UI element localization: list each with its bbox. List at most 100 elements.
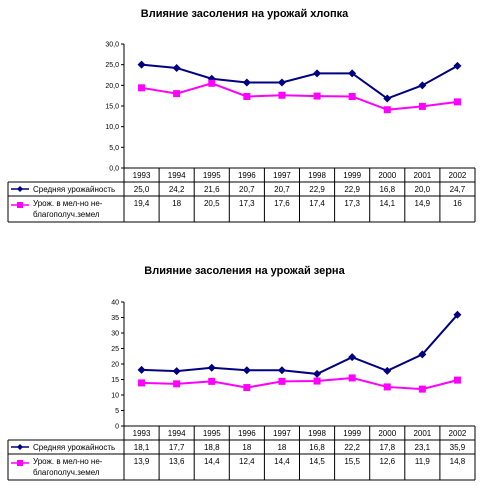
data-label: 20,0: [415, 185, 431, 194]
data-label: 17,7: [169, 443, 185, 452]
data-label: 13,6: [169, 457, 185, 466]
data-point: [173, 380, 181, 388]
data-point: [243, 384, 251, 392]
data-point: [242, 78, 251, 87]
chart-grain-svg: 0 5 10 15 20 25 30 35 40 1993 1994 1995 1996 1997 1998…: [7, 300, 476, 481]
chart-cotton: Влияние засоления на урожай хлопка 0,0 5,…: [0, 0, 489, 235]
y-tick-label: 10,0: [105, 124, 119, 131]
category-label: 1999: [343, 171, 361, 180]
legend-label: Средняя урожайность: [33, 443, 115, 452]
category-label: 2002: [449, 171, 467, 180]
data-point: [453, 98, 461, 106]
data-point: [313, 69, 322, 78]
category-label: 1997: [273, 429, 291, 438]
data-label: 14,1: [379, 199, 395, 208]
category-label: 1993: [133, 429, 151, 438]
data-point: [418, 385, 426, 393]
chart-cotton-svg: 0,0 5,0 10,0 15,0 20,0 25,0 30,0 1993 1994 1995 19…: [7, 42, 476, 223]
data-label: 18,8: [204, 443, 220, 452]
data-label: 16,8: [309, 443, 325, 452]
data-point: [208, 377, 216, 385]
y-tick-label: 25: [111, 346, 119, 353]
category-label: 2001: [413, 171, 431, 180]
data-label: 16,8: [379, 185, 395, 194]
data-point: [418, 350, 427, 359]
data-label: 20,5: [204, 199, 220, 208]
data-label: 14,4: [204, 457, 220, 466]
y-tick-label: 5: [115, 408, 119, 415]
data-label: 25,0: [134, 185, 150, 194]
data-point: [313, 92, 321, 100]
data-label: 24,7: [450, 185, 466, 194]
data-label: 20,7: [274, 185, 290, 194]
data-point: [242, 366, 251, 375]
data-label: 14,9: [415, 199, 431, 208]
data-point: [348, 92, 356, 100]
legend-label: Урож. в мел-но не-благополуч.земел: [33, 199, 103, 219]
data-point: [207, 363, 216, 372]
category-label: 2002: [449, 429, 467, 438]
data-point: [418, 81, 427, 90]
data-label: 16: [453, 199, 462, 208]
data-point: [208, 79, 216, 87]
category-label: 1996: [238, 429, 256, 438]
category-label: 1994: [168, 171, 186, 180]
data-point: [453, 376, 461, 384]
legend-key-marker: [17, 186, 23, 192]
legend-key-marker: [17, 444, 23, 450]
y-tick-label: 35: [111, 315, 119, 322]
category-label: 1994: [168, 429, 186, 438]
data-point: [278, 91, 286, 99]
data-label: 14,5: [309, 457, 325, 466]
chart-title: Влияние засоления на урожай хлопка: [140, 8, 349, 20]
data-point: [348, 374, 356, 382]
category-label: 2000: [378, 429, 396, 438]
data-label: 17,3: [239, 199, 255, 208]
y-tick-label: 40: [111, 300, 119, 307]
data-point: [453, 61, 462, 70]
data-label: 17,3: [344, 199, 360, 208]
y-tick-label: 30,0: [105, 42, 119, 49]
data-label: 12,4: [239, 457, 255, 466]
data-label: 14,8: [450, 457, 466, 466]
legend-label: Урож. в мел-но не-благополуч.земел: [33, 457, 103, 477]
y-tick-label: 15: [111, 377, 119, 384]
data-point: [348, 69, 357, 78]
y-tick-label: 20,0: [105, 83, 119, 90]
category-label: 1999: [343, 429, 361, 438]
data-point: [138, 84, 146, 92]
data-label: 24,2: [169, 185, 185, 194]
category-label: 2000: [378, 171, 396, 180]
y-tick-label: 30: [111, 331, 119, 338]
series-line-2: [141, 82, 458, 111]
data-label: 14,4: [274, 457, 290, 466]
data-point: [383, 366, 392, 375]
data-point: [172, 367, 181, 376]
category-label: 1995: [203, 171, 221, 180]
data-label: 15,5: [344, 457, 360, 466]
category-label: 2001: [413, 429, 431, 438]
data-label: 18: [277, 443, 286, 452]
category-label: 1996: [238, 171, 256, 180]
data-label: 11,9: [415, 457, 431, 466]
y-tick-label: 25,0: [105, 62, 119, 69]
data-label: 22,9: [344, 185, 360, 194]
legend-label: Средняя урожайность: [33, 185, 115, 194]
category-label: 1998: [308, 429, 326, 438]
data-point: [383, 94, 392, 103]
data-label: 18,1: [134, 443, 150, 452]
data-point: [418, 102, 426, 110]
series-line-1: [141, 63, 458, 100]
category-label: 1993: [133, 171, 151, 180]
data-point: [173, 90, 181, 98]
data-label: 22,2: [344, 443, 360, 452]
data-label: 17,8: [379, 443, 395, 452]
data-label: 12,6: [379, 457, 395, 466]
data-label: 18: [242, 443, 251, 452]
data-point: [278, 377, 286, 385]
data-label: 20,7: [239, 185, 255, 194]
data-point: [277, 366, 286, 375]
y-tick-label: 15,0: [105, 104, 119, 111]
y-tick-label: 5,0: [109, 145, 119, 152]
y-tick-label: 10: [111, 393, 119, 400]
